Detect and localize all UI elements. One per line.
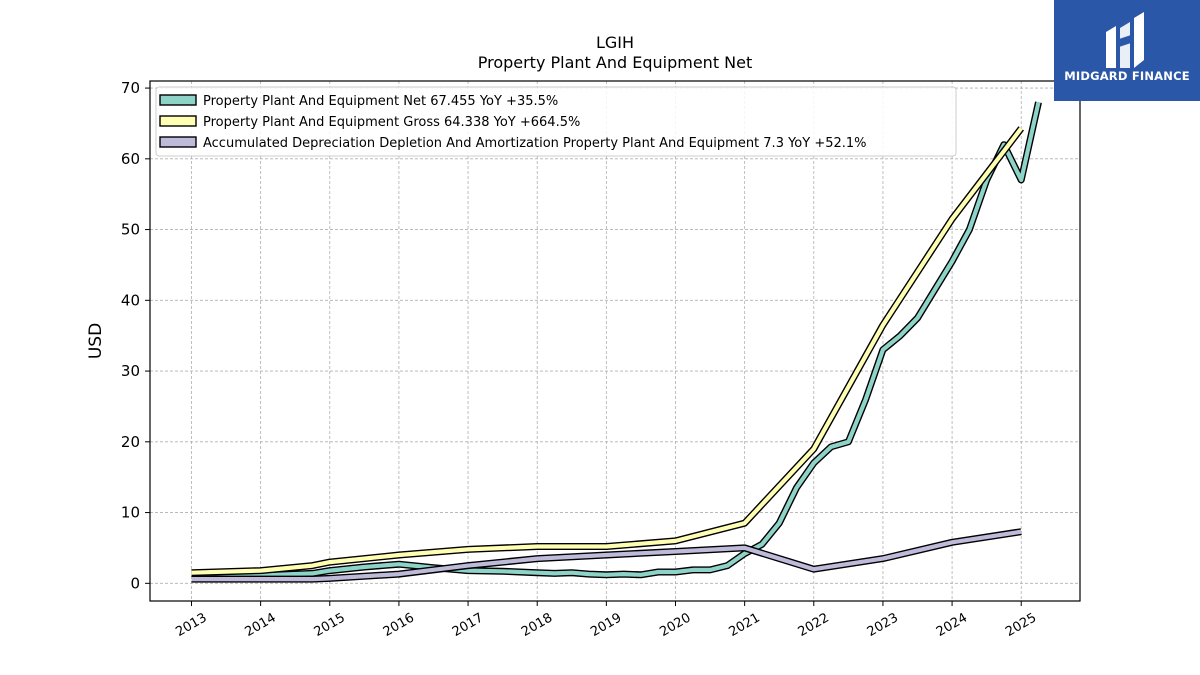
y-axis-label: USD bbox=[86, 323, 106, 359]
y-tick-label: 60 bbox=[121, 150, 140, 168]
series-1-outline bbox=[191, 101, 1042, 580]
x-tick-label: 2015 bbox=[312, 610, 348, 640]
y-tick-label: 70 bbox=[121, 79, 140, 97]
chart-title: LGIH bbox=[596, 33, 634, 52]
y-tick-label: 40 bbox=[121, 291, 140, 309]
x-tick-label: 2023 bbox=[865, 610, 901, 640]
series-1-line bbox=[191, 101, 1041, 579]
x-tick-label: 2022 bbox=[796, 610, 832, 640]
plot-frame bbox=[149, 80, 1081, 602]
y-axis: 0 10 20 30 40 50 60 70 bbox=[121, 79, 150, 592]
x-tick-label: 2013 bbox=[173, 610, 209, 640]
legend-box bbox=[155, 86, 957, 157]
midgard-logo-icon bbox=[1106, 12, 1144, 68]
y-tick-label: 50 bbox=[121, 221, 140, 239]
x-tick-label: 2019 bbox=[588, 610, 624, 640]
x-tick-label: 2018 bbox=[519, 610, 555, 640]
x-axis: 2013 2014 2015 2016 2017 2018 2019 2020 2021 2022… bbox=[173, 601, 1039, 640]
chart-subtitle: Property Plant And Equipment Net bbox=[478, 53, 753, 72]
legend-entry: Accumulated Depreciation Depletion And A… bbox=[203, 136, 867, 151]
grid bbox=[150, 81, 1080, 601]
y-tick-label: 0 bbox=[130, 574, 140, 592]
legend-swatch bbox=[159, 94, 197, 106]
brand-name: MIDGARD FINANCE bbox=[1064, 69, 1190, 83]
legend-swatch bbox=[159, 136, 197, 148]
series-2-line bbox=[191, 127, 1023, 575]
x-tick-label: 2016 bbox=[381, 610, 417, 640]
y-tick-label: 30 bbox=[121, 362, 140, 380]
y-tick-label: 10 bbox=[121, 504, 140, 522]
x-tick-label: 2025 bbox=[1003, 610, 1039, 640]
x-tick-label: 2017 bbox=[450, 610, 486, 640]
x-tick-label: 2020 bbox=[657, 610, 693, 640]
legend-swatch bbox=[159, 115, 197, 127]
series-3-line bbox=[191, 529, 1022, 582]
legend: Property Plant And Equipment Net 67.455 … bbox=[155, 86, 957, 157]
y-tick-label: 20 bbox=[121, 433, 140, 451]
x-tick-label: 2014 bbox=[242, 610, 278, 640]
x-tick-label: 2021 bbox=[726, 610, 762, 640]
series-lines bbox=[191, 101, 1042, 583]
legend-entry: Property Plant And Equipment Net 67.455 … bbox=[203, 94, 558, 109]
x-tick-label: 2024 bbox=[934, 610, 970, 640]
brand-logo: MIDGARD FINANCE bbox=[1054, 0, 1200, 101]
legend-entry: Property Plant And Equipment Gross 64.33… bbox=[203, 115, 580, 130]
